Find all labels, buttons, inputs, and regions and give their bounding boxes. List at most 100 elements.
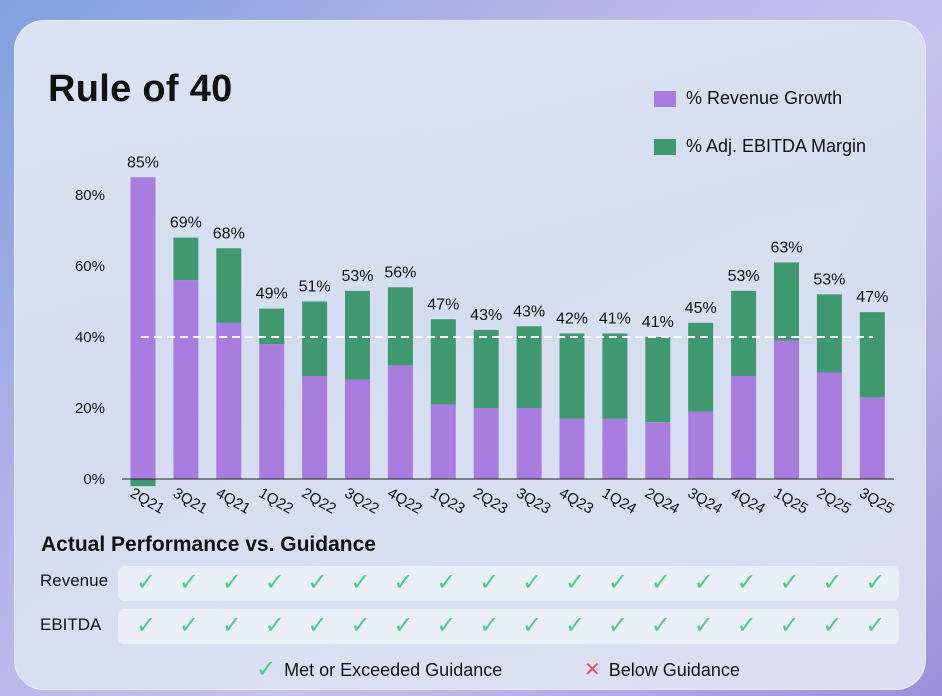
data-label: 53% xyxy=(728,268,760,285)
bar-revenue xyxy=(516,408,542,479)
x-tick-label: 2Q21 xyxy=(127,485,167,518)
check-icon: ✓ xyxy=(350,612,371,639)
x-tick-label: 1Q23 xyxy=(427,485,467,518)
check-icon: ✓ xyxy=(522,612,543,639)
data-label: 56% xyxy=(384,264,416,281)
data-label: 53% xyxy=(341,268,373,285)
check-icon: ✓ xyxy=(822,612,843,639)
x-tick-label: 4Q21 xyxy=(213,485,253,518)
bar-revenue xyxy=(216,322,242,479)
check-icon: ✓ xyxy=(393,569,414,596)
bar-revenue xyxy=(688,411,714,479)
x-tick-label: 4Q23 xyxy=(556,485,596,518)
page-title: Rule of 40 xyxy=(48,68,233,110)
y-tick-label: 0% xyxy=(83,471,105,488)
check-icon: ✓ xyxy=(650,612,671,639)
legend-label-ebitda: % Adj. EBITDA Margin xyxy=(686,136,867,156)
legend-label-revenue: % Revenue Growth xyxy=(686,88,843,108)
check-icon: ✓ xyxy=(178,612,199,639)
x-tick-label: 1Q24 xyxy=(599,485,639,518)
bar-revenue xyxy=(559,418,585,479)
footer-legend-below: ✕ Below Guidance xyxy=(584,659,740,681)
bar-ebitda xyxy=(302,301,328,377)
bar-ebitda xyxy=(816,294,842,373)
footer-legend-met: ✓ Met or Exceeded Guidance xyxy=(256,658,502,682)
check-icon: ✓ xyxy=(693,569,714,596)
check-icon: ✓ xyxy=(736,569,757,596)
data-label: 43% xyxy=(513,303,545,320)
bar-ebitda xyxy=(473,329,499,408)
data-label: 68% xyxy=(213,225,245,242)
legend-swatch-ebitda xyxy=(654,138,676,155)
bar-revenue xyxy=(859,397,885,479)
check-icon: ✓ xyxy=(135,569,157,596)
bar-ebitda xyxy=(859,312,885,398)
bar-revenue xyxy=(345,379,370,479)
check-icon: ✓ xyxy=(350,569,371,596)
data-label: 63% xyxy=(770,239,802,256)
check-icon: ✓ xyxy=(522,569,543,596)
bar-revenue xyxy=(302,376,328,479)
check-icon: ✓ xyxy=(822,569,843,596)
data-label: 47% xyxy=(856,289,888,306)
check-icon: ✓ xyxy=(264,569,285,596)
check-icon: ✓ xyxy=(607,569,628,596)
perf-row-revenue: ✓ ✓ ✓ ✓ ✓ ✓ ✓ ✓ ✓ ✓ ✓ ✓ ✓ ✓ ✓ ✓ ✓ ✓ xyxy=(118,566,899,601)
perf-row-ebitda: ✓ ✓ ✓ ✓ ✓ ✓ ✓ ✓ ✓ ✓ ✓ ✓ ✓ ✓ ✓ ✓ ✓ ✓ xyxy=(118,609,899,644)
x-tick-label: 4Q22 xyxy=(385,485,425,518)
check-icon: ✓ xyxy=(479,612,500,639)
bar-ebitda xyxy=(430,319,456,405)
check-icon: ✓ xyxy=(865,612,886,639)
data-label: 47% xyxy=(427,296,459,313)
x-tick-label: 3Q22 xyxy=(342,485,382,518)
check-icon: ✓ xyxy=(693,612,714,639)
perf-label-revenue: Revenue xyxy=(40,571,109,590)
bar-ebitda xyxy=(259,308,285,345)
legend-swatch-revenue xyxy=(654,90,676,107)
check-icon: ✓ xyxy=(650,569,671,596)
data-label: 51% xyxy=(299,279,331,296)
performance-section-title: Actual Performance vs. Guidance xyxy=(41,533,376,556)
check-icon: ✓ xyxy=(307,569,328,596)
x-tick-label: 3Q21 xyxy=(170,485,210,518)
check-icon: ✓ xyxy=(264,612,285,639)
bar-ebitda xyxy=(602,333,628,419)
bar-ebitda xyxy=(173,237,199,281)
check-icon: ✓ xyxy=(135,612,157,639)
x-tick-label: 3Q23 xyxy=(513,485,553,518)
check-icon: ✓ xyxy=(178,569,199,596)
data-label: 41% xyxy=(599,310,631,327)
check-icon: ✓ xyxy=(221,612,242,639)
x-tick-label: 3Q25 xyxy=(856,485,896,518)
y-tick-label: 80% xyxy=(75,187,105,204)
data-label: 49% xyxy=(256,286,288,303)
check-icon: ✓ xyxy=(221,569,242,596)
x-tick-label: 2Q25 xyxy=(814,485,854,518)
bar-ebitda xyxy=(645,337,671,423)
y-tick-label: 40% xyxy=(75,329,105,346)
bar-ebitda xyxy=(516,326,542,408)
bar-revenue xyxy=(731,376,757,479)
check-icon: ✓ xyxy=(479,569,500,596)
bar-ebitda xyxy=(345,290,370,380)
check-icon: ✓ xyxy=(865,569,886,596)
legend-item-ebitda: % Adj. EBITDA Margin xyxy=(654,136,866,157)
check-icon: ✓ xyxy=(436,612,457,639)
x-tick-label: 2Q23 xyxy=(470,485,510,518)
bar-revenue xyxy=(602,418,628,479)
x-tick-label: 1Q25 xyxy=(771,485,811,518)
data-label: 45% xyxy=(685,300,717,317)
bar-revenue xyxy=(473,408,499,479)
check-icon: ✓ xyxy=(779,569,800,596)
bar-revenue xyxy=(774,340,799,479)
cross-icon: ✕ xyxy=(584,659,601,681)
bar-ebitda xyxy=(130,479,156,487)
data-label: 42% xyxy=(556,310,588,327)
bar-revenue xyxy=(173,280,199,479)
x-tick-label: 2Q22 xyxy=(299,485,339,518)
bar-revenue xyxy=(259,344,285,479)
bar-revenue xyxy=(816,372,842,479)
bar-revenue xyxy=(645,422,671,479)
check-icon: ✓ xyxy=(393,612,414,639)
footer-legend-below-label: Below Guidance xyxy=(608,659,740,680)
